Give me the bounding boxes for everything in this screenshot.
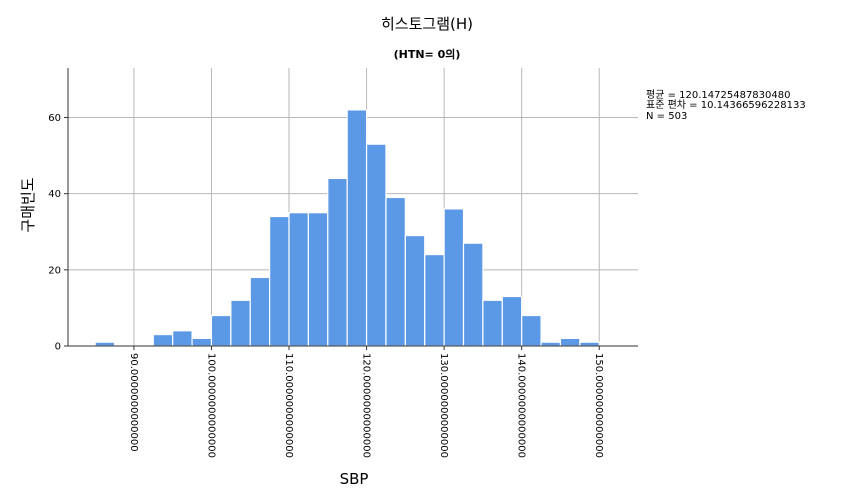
histogram-bar — [443, 208, 465, 347]
histogram-bar — [365, 143, 387, 347]
histogram-bar — [404, 234, 426, 347]
histogram-bar — [94, 341, 116, 347]
x-tick-label: 100.0000000000000 — [205, 353, 216, 458]
histogram-bar — [210, 314, 232, 347]
histogram-bar — [307, 212, 329, 347]
histogram-bar — [559, 337, 581, 347]
histogram-bar — [346, 109, 368, 347]
histogram-bar — [521, 314, 542, 347]
x-tick-label: 110.0000000000000 — [283, 353, 294, 458]
histogram-bar — [462, 242, 484, 347]
stats-mean: 평균 = 120.14725487830480 — [646, 89, 790, 101]
histogram-bar — [501, 295, 523, 347]
histogram-bar — [230, 299, 251, 347]
stats-legend: 평균 = 120.14725487830480 표준 편차 = 10.14366… — [646, 89, 806, 122]
x-tick-label: 90.0000000000000 — [128, 353, 139, 452]
x-axis-label: SBP — [340, 470, 369, 488]
x-tick-label: 150.0000000000000 — [593, 353, 604, 458]
histogram-bar — [152, 333, 174, 347]
stats-n: N = 503 — [646, 111, 687, 122]
y-tick-label: 20 — [48, 265, 61, 276]
chart-title: 히스토그램(H) — [381, 15, 473, 33]
y-tick-label: 40 — [48, 189, 61, 200]
histogram-bar — [385, 196, 406, 347]
histogram-bar — [482, 299, 503, 347]
y-tick-label: 60 — [48, 113, 61, 124]
histogram-bar — [424, 254, 445, 347]
x-tick-labels: 90.0000000000000 100.0000000000000 110.000… — [128, 346, 604, 458]
x-tick-label: 120.0000000000000 — [361, 353, 372, 458]
chart-subtitle: (HTN= 0의) — [394, 47, 461, 61]
y-tick-label: 0 — [55, 342, 61, 353]
histogram-bar — [269, 215, 290, 347]
y-tick-labels: 0 20 40 60 — [48, 113, 68, 353]
histogram-bar — [540, 341, 562, 347]
histogram-bar — [579, 341, 600, 347]
histogram-bar — [191, 337, 213, 347]
y-axis-label: 구매빈도 — [19, 177, 37, 232]
histogram-bar — [288, 212, 310, 347]
histogram-bar — [172, 330, 193, 347]
histogram-bar — [249, 276, 271, 347]
histogram-bars — [94, 109, 600, 347]
histogram-bar — [327, 177, 348, 347]
stats-std: 표준 편차 = 10.14366596228133 — [646, 99, 806, 111]
axes — [67, 68, 638, 347]
x-tick-label: 130.0000000000000 — [438, 353, 449, 458]
x-tick-label: 140.0000000000000 — [516, 353, 527, 458]
